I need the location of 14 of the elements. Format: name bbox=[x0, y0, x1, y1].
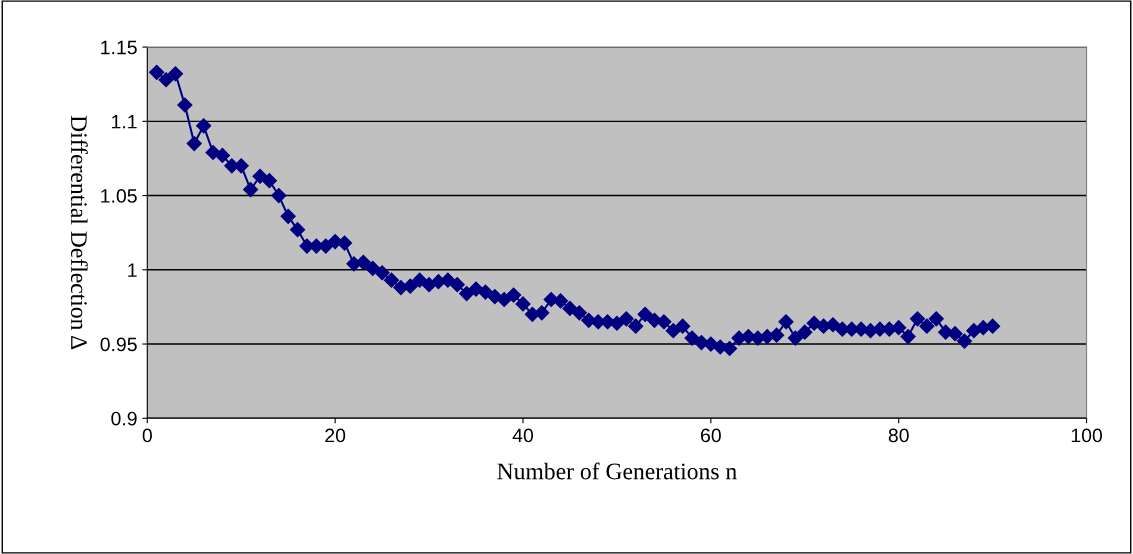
x-tick-label: 80 bbox=[888, 428, 909, 443]
x-tick-label: 40 bbox=[512, 428, 534, 443]
y-tick-label: 1.05 bbox=[101, 189, 137, 203]
y-tick-label: 1 bbox=[128, 263, 137, 277]
y-tick-label: 0.95 bbox=[100, 337, 137, 352]
x-axis-title: Number of Generations n bbox=[497, 462, 737, 480]
y-tick-label: 1.1 bbox=[112, 114, 137, 129]
x-tick-label: 0 bbox=[142, 428, 152, 443]
y-tick-label: 0.9 bbox=[111, 411, 137, 426]
x-tick-label: 20 bbox=[325, 428, 346, 443]
y-tick-label: 1.15 bbox=[101, 40, 137, 55]
x-tick-label: 60 bbox=[701, 428, 721, 443]
x-tick-label: 100 bbox=[1071, 428, 1103, 443]
y-axis-title: Differential Deflection Δ bbox=[70, 115, 88, 350]
